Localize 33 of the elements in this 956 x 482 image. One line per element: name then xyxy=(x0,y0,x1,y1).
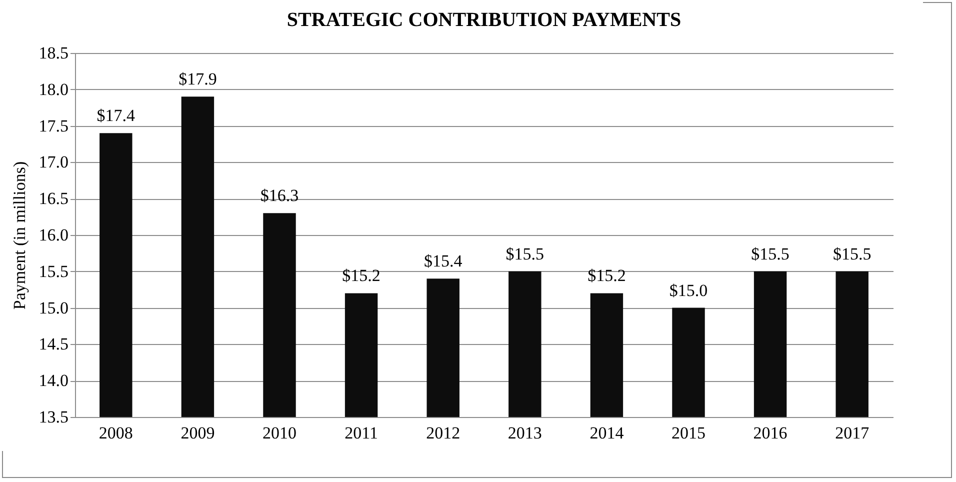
y-tick-label: 16.0 xyxy=(38,226,68,244)
x-tick-label: 2015 xyxy=(672,424,706,442)
x-tick-label: 2008 xyxy=(98,424,133,442)
x-tick-label: 2014 xyxy=(590,424,624,442)
data-label: $16.3 xyxy=(260,186,299,206)
x-tick-label: 2012 xyxy=(426,424,460,442)
data-label: $15.5 xyxy=(751,244,790,264)
data-label: $15.4 xyxy=(424,252,463,271)
data-label: $15.0 xyxy=(669,280,708,300)
y-tick-label: 15.5 xyxy=(38,262,68,281)
y-tick-label: 14.0 xyxy=(38,371,68,390)
data-label: $15.2 xyxy=(588,266,626,286)
data-label: $15.5 xyxy=(832,244,872,264)
y-tick-label: 17.5 xyxy=(38,116,68,136)
x-tick-label: 2010 xyxy=(262,424,296,442)
y-tick-label: 14.5 xyxy=(38,334,68,354)
y-tick-label: 17.0 xyxy=(38,152,68,172)
data-label: $17.9 xyxy=(178,70,217,89)
y-axis-title: Payment (in millions) xyxy=(10,161,29,310)
y-tick-label: 18.0 xyxy=(38,80,68,99)
y-tick-label: 16.5 xyxy=(38,189,68,208)
x-tick-label: 2016 xyxy=(753,424,788,442)
y-tick-label: 18.5 xyxy=(38,44,68,62)
data-label: $17.4 xyxy=(96,106,136,126)
x-tick-label: 2013 xyxy=(508,424,542,442)
x-tick-label: 2017 xyxy=(835,424,870,442)
y-tick-label: 13.5 xyxy=(38,408,68,426)
y-tick-label: 15.0 xyxy=(38,298,68,318)
x-tick-label: 2011 xyxy=(344,424,378,442)
chart-title: STRATEGIC CONTRIBUTION PAYMENTS xyxy=(286,9,682,31)
data-label: $15.2 xyxy=(342,266,380,286)
data-label: $15.5 xyxy=(506,244,544,264)
x-tick-label: 2009 xyxy=(180,424,215,442)
